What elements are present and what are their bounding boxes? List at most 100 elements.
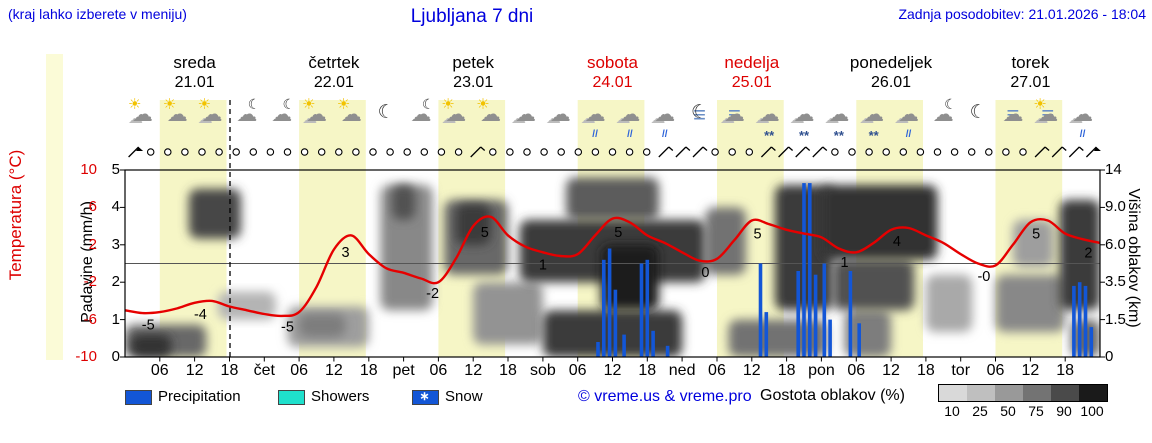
calm-wind-icon (300, 148, 309, 156)
weather-icon: ☁ ☁ ** (856, 97, 891, 143)
day-name: sobota (586, 53, 638, 72)
day-date: 22.01 (313, 74, 354, 91)
weather-icon: ☀ ☁ ☁ (125, 97, 160, 141)
temperature-value-label: 5 (754, 227, 762, 243)
weather-icon: ≡ ☁ ☁ (717, 97, 752, 141)
day-name: nedelja (724, 53, 780, 72)
sun-icon: ☀ (336, 96, 351, 113)
showers-legend-swatch (278, 390, 305, 405)
calm-wind-icon (540, 148, 548, 156)
moon-icon: ☾ (691, 102, 709, 123)
temperature-value-label: -5 (142, 318, 155, 334)
day-date: 25.01 (731, 74, 772, 91)
cloud-icon: ☁ (166, 103, 188, 126)
precipitation-axis-title: Padavine (mm/h) (79, 201, 96, 323)
density-swatch (1023, 385, 1051, 401)
cloud-tick-label: 9.0 (1105, 198, 1126, 216)
precip-tick-label: 5 (111, 161, 120, 178)
time-tick-label: 12 (882, 362, 900, 379)
fog-icon: ≡ (1006, 102, 1020, 127)
calm-wind-icon (985, 148, 993, 156)
copyright-link[interactable]: © vreme.us & vreme.pro (578, 388, 752, 405)
cloud-icon: ☁ (340, 103, 362, 126)
cloud-icon: ☁ (719, 110, 735, 127)
temp-tick-label: -2 (83, 273, 97, 291)
rain-icon: // (661, 129, 668, 140)
precipitation-legend-label: Precipitation (158, 388, 241, 405)
time-tick-label: 06 (708, 362, 726, 379)
time-tick-label: 06 (568, 362, 587, 379)
wind-barb-icon (1068, 146, 1080, 158)
density-tick-label: 10 (944, 403, 960, 419)
weather-icon: ☀ ☁ ☁ (299, 97, 334, 141)
precip-tick-label: 0 (111, 348, 120, 365)
weather-icon: ☁ ☁ // (647, 97, 682, 141)
sun-icon: ☀ (302, 96, 316, 113)
cloud-tick-label: 14 (1105, 161, 1122, 178)
weather-icon: ☾ (369, 97, 404, 141)
calm-wind-icon (1002, 148, 1010, 156)
sun-icon: ☀ (441, 96, 455, 113)
time-tick-label: tor (951, 362, 971, 379)
wind-barb-icon (692, 146, 704, 158)
density-swatch (995, 385, 1023, 401)
weather-icon: ☁ ☁ ** (787, 97, 822, 142)
temperature-value-label: 5 (614, 225, 622, 241)
cloud-icon: ☁ (824, 110, 840, 127)
weather-icon: ☁ ☁ (508, 97, 543, 141)
rain-icon: // (627, 129, 633, 140)
snow-icon: ** (833, 128, 844, 143)
density-tick-label: 75 (1028, 403, 1044, 419)
weather-icon: ☀ ☁ (473, 97, 508, 141)
wind-barb-icon (778, 146, 790, 158)
sun-icon: ☀ (1033, 96, 1047, 113)
fog-icon: ≡ (727, 102, 741, 127)
time-tick-label: čet (253, 362, 275, 379)
cloud-icon: ☁ (306, 103, 327, 126)
cloud-icon: ☁ (128, 110, 143, 127)
weather-icon: ≡ ☾ (682, 97, 717, 141)
cloud-icon: ☁ (619, 103, 641, 126)
day-name: torek (1011, 53, 1050, 72)
calm-wind-icon (215, 148, 223, 156)
temperature-value-label: -0 (977, 269, 990, 285)
day-name: petek (452, 53, 494, 72)
sun-icon: ☀ (476, 96, 490, 113)
calm-wind-icon (232, 148, 240, 156)
temperature-value-label: 3 (341, 245, 349, 261)
calm-wind-icon (164, 148, 172, 156)
temperature-value-label: 5 (481, 225, 489, 241)
density-swatch (967, 385, 995, 401)
last-update-text: Zadnja posodobitev: 21.01.2026 - 18:04 (898, 6, 1146, 22)
calm-wind-icon (249, 148, 258, 156)
wind-barb-icon (128, 146, 140, 158)
cloud-icon: ☁ (197, 110, 213, 127)
calm-wind-icon (181, 148, 189, 156)
moon-icon: ☾ (969, 102, 987, 123)
weather-icons-row: ☀ ☁ ☁ ☀ ☁ ☀ ☁ ☁ ☾ ☁ ☾ ☁ ☀ ☁ ☁ ☀ ☁ ☾ ☾ ☁ ☀ ☁ ☁ ☀ ☁ ☁ ☁ ☁ ☁ ☁ ☁//☁ ☁//☁ ☁ /… (125, 97, 1100, 143)
moon-icon: ☾ (421, 96, 435, 112)
weather-icon: ☁ ☁ ** (821, 97, 856, 143)
time-tick-label: sob (529, 362, 556, 379)
cloud-icon: ☁ (1068, 110, 1084, 127)
calm-wind-icon (317, 148, 326, 156)
calm-wind-icon (865, 148, 873, 156)
precipitation-legend-swatch (125, 390, 152, 405)
calm-wind-icon (403, 148, 411, 156)
density-swatch (1079, 385, 1107, 401)
snow-icon: ** (764, 128, 775, 143)
cloud-icon: ☁ (723, 103, 745, 126)
calm-wind-icon (146, 148, 155, 156)
precipitation-bars (596, 183, 1094, 357)
time-tick-label: 06 (150, 362, 169, 379)
cloud-icon: ☁ (1037, 103, 1059, 126)
temperature-value-label: 4 (893, 234, 901, 250)
weather-icon: ☾ ☁ (264, 97, 299, 141)
day-header-torek: torek 27.01 (961, 53, 1100, 92)
temperature-value-label: 0 (701, 265, 709, 281)
calm-wind-icon (369, 148, 377, 156)
temperature-value-label: 5 (1032, 227, 1040, 243)
cloud-tick-label: 0 (1105, 348, 1114, 365)
cloud-icon: ☁ (271, 103, 293, 126)
snow-icon: ** (868, 128, 879, 143)
